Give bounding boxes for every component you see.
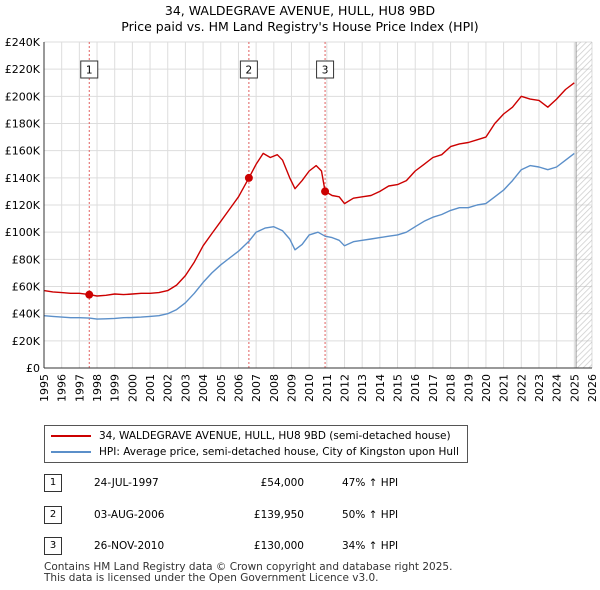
x-tick-label: 1998 [91,374,104,402]
sale-number-badge: 1 [44,474,62,492]
x-tick-label: 2008 [268,374,281,402]
x-tick-label: 2026 [586,374,599,402]
x-tick-label: 2018 [445,374,458,402]
x-tick-label: 2024 [551,374,564,402]
sale-marker-number: 1 [86,65,93,77]
x-tick-label: 2007 [250,374,263,402]
x-tick-label: 2006 [232,374,245,402]
copyright-notice: Contains HM Land Registry data © Crown c… [44,561,453,573]
y-tick-label: £140K [5,172,41,185]
x-tick-label: 1995 [38,374,51,402]
sale-marker-number: 2 [246,65,253,77]
chart-subtitle: Price paid vs. HM Land Registry's House … [121,19,479,34]
x-tick-label: 2025 [568,374,581,402]
forecast-region [576,42,592,368]
y-tick-label: £220K [5,63,41,76]
y-tick-label: £200K [5,90,41,103]
x-tick-label: 2011 [321,374,334,402]
x-tick-label: 2023 [533,374,546,402]
y-tick-label: £100K [5,226,41,239]
sale-hpi-diff: 34% ↑ HPI [342,540,399,552]
legend-swatch-hpi [51,451,91,453]
x-tick-label: 2019 [462,374,475,402]
x-tick-label: 2012 [339,374,352,402]
sale-marker-badge [80,60,99,79]
price-chart: £0 £20K £40K £60K £80K £100K £120K £140K £160K £1… [5,36,599,402]
licence-notice: This data is licensed under the Open Gov… [44,572,379,584]
sale-number-badge: 3 [44,537,62,555]
legend-item-property: 34, WALDEGRAVE AVENUE, HULL, HU8 9BD (se… [51,428,451,444]
legend-label-property: 34, WALDEGRAVE AVENUE, HULL, HU8 9BD (se… [99,430,451,442]
sale-price: £139,950 [253,509,304,521]
y-tick-label: £240K [5,36,41,49]
x-tick-label: 2001 [144,374,157,402]
sale-marker-badge [316,60,335,79]
chart-title: 34, WALDEGRAVE AVENUE, HULL, HU8 9BD [164,3,436,18]
x-tick-label: 1996 [56,374,69,402]
x-tick-label: 2013 [356,374,369,402]
sale-point [321,187,330,196]
x-tick-label: 2021 [498,374,511,402]
x-tick-label: 2005 [215,374,228,402]
x-tick-label: 2017 [427,374,440,402]
x-tick-label: 2020 [480,374,493,402]
legend-item-hpi: HPI: Average price, semi-detached house,… [51,444,459,460]
x-tick-label: 2015 [392,374,405,402]
y-tick-label: £160K [5,145,41,158]
x-tick-label: 2016 [409,374,422,402]
legend-label-hpi: HPI: Average price, semi-detached house,… [99,446,459,458]
y-tick-label: £80K [12,253,41,266]
sale-point [244,173,253,182]
property-price-line [43,82,575,297]
x-tick-label: 2010 [303,374,316,402]
sale-price: £54,000 [260,477,304,489]
x-tick-label: 2003 [179,374,192,402]
y-tick-label: £0 [26,362,40,375]
chart-legend: 34, WALDEGRAVE AVENUE, HULL, HU8 9BD (se… [44,425,468,463]
y-tick-label: £180K [5,118,41,131]
x-tick-label: 1999 [109,374,122,402]
y-tick-label: £60K [12,281,41,294]
sale-date: 24-JUL-1997 [94,477,159,489]
x-tick-label: 2022 [515,374,528,402]
x-tick-label: 2000 [126,374,139,402]
x-tick-label: 1997 [73,374,86,402]
x-tick-label: 2004 [197,374,210,402]
sale-hpi-diff: 47% ↑ HPI [342,477,399,489]
sale-marker-number: 3 [322,65,329,77]
y-tick-label: £120K [5,199,41,212]
x-tick-label: 2014 [374,374,387,402]
legend-swatch-property [51,435,91,437]
y-tick-label: £20K [12,335,41,348]
sale-marker-badge [239,60,258,79]
x-tick-label: 2009 [285,374,298,402]
sale-point [85,290,94,299]
sale-date: 03-AUG-2006 [94,509,165,521]
sale-number-badge: 2 [44,506,62,524]
sale-date: 26-NOV-2010 [94,540,165,552]
x-tick-label: 2002 [162,374,175,402]
hpi-line [43,152,575,320]
y-tick-label: £40K [12,308,41,321]
sale-price: £130,000 [253,540,304,552]
sale-hpi-diff: 50% ↑ HPI [342,509,399,521]
